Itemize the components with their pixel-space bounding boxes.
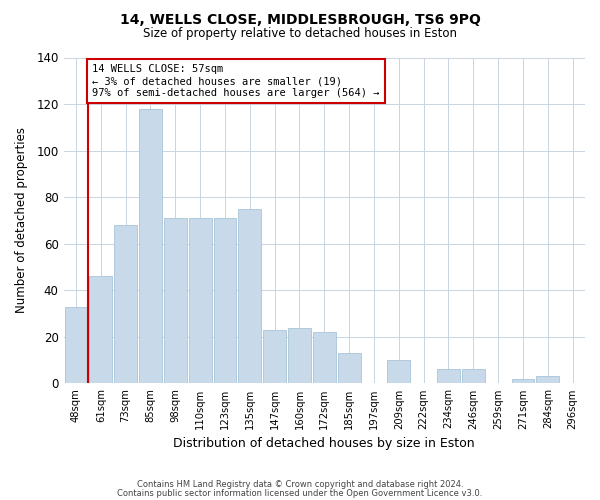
Bar — [238, 209, 261, 384]
X-axis label: Distribution of detached houses by size in Eston: Distribution of detached houses by size … — [173, 437, 475, 450]
Bar — [139, 108, 162, 384]
Bar — [536, 376, 559, 384]
Bar — [338, 353, 361, 384]
Bar — [89, 276, 112, 384]
Bar — [512, 379, 535, 384]
Bar — [288, 328, 311, 384]
Bar — [65, 306, 88, 384]
Bar — [313, 332, 336, 384]
Text: Contains HM Land Registry data © Crown copyright and database right 2024.: Contains HM Land Registry data © Crown c… — [137, 480, 463, 489]
Bar — [437, 370, 460, 384]
Bar — [462, 370, 485, 384]
Bar — [114, 225, 137, 384]
Text: 14 WELLS CLOSE: 57sqm
← 3% of detached houses are smaller (19)
97% of semi-detac: 14 WELLS CLOSE: 57sqm ← 3% of detached h… — [92, 64, 380, 98]
Bar — [388, 360, 410, 384]
Text: 14, WELLS CLOSE, MIDDLESBROUGH, TS6 9PQ: 14, WELLS CLOSE, MIDDLESBROUGH, TS6 9PQ — [119, 12, 481, 26]
Y-axis label: Number of detached properties: Number of detached properties — [15, 128, 28, 314]
Text: Contains public sector information licensed under the Open Government Licence v3: Contains public sector information licen… — [118, 489, 482, 498]
Bar — [189, 218, 212, 384]
Text: Size of property relative to detached houses in Eston: Size of property relative to detached ho… — [143, 28, 457, 40]
Bar — [164, 218, 187, 384]
Bar — [263, 330, 286, 384]
Bar — [214, 218, 236, 384]
